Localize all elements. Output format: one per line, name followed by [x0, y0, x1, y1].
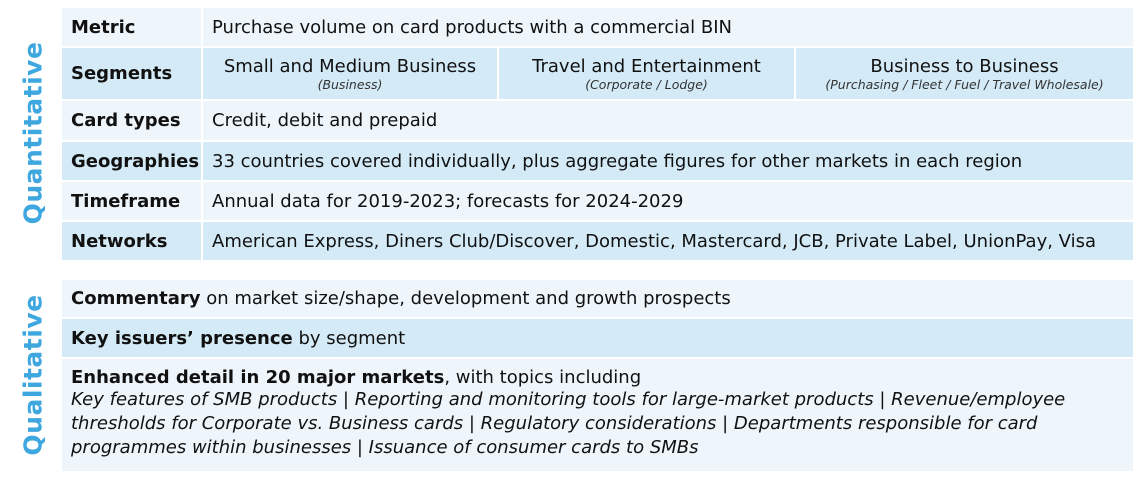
row-card-types: Card types Credit, debit and prepaid — [62, 101, 1133, 142]
row-segments: Segments Small and Medium Business (Busin… — [62, 48, 1133, 101]
section-label-qualitative: Qualitative — [18, 294, 48, 456]
segment-name: Business to Business — [870, 55, 1059, 77]
row-value: Credit, debit and prepaid — [212, 110, 438, 131]
row-value: American Express, Diners Club/Discover, … — [212, 230, 1097, 252]
text: on market size/shape, development and gr… — [200, 288, 731, 309]
segment-sub: (Purchasing / Fleet / Fuel / Travel Whol… — [825, 76, 1104, 92]
segment-sub: (Business) — [317, 76, 383, 92]
row-enhanced: Enhanced detail in 20 major markets, wit… — [62, 359, 1133, 471]
row-issuers: Key issuers’ presence by segment — [62, 319, 1133, 359]
segment-name: Small and Medium Business — [223, 55, 477, 77]
row-label: Metric — [62, 8, 203, 46]
row-value: 33 countries covered individually, plus … — [212, 150, 1023, 172]
row-metric: Metric Purchase volume on card products … — [62, 8, 1133, 48]
segment-name: Travel and Entertainment — [532, 55, 761, 77]
text: , with topics including — [444, 367, 642, 388]
row-label: Segments — [62, 48, 203, 99]
row-label: Card types — [62, 101, 203, 140]
bold-text: Commentary — [71, 288, 201, 309]
row-commentary: Commentary on market size/shape, develop… — [62, 280, 1133, 319]
section-label-quantitative: Quantitative — [18, 41, 48, 225]
row-value: Purchase volume on card products with a … — [212, 16, 732, 38]
bold-text: Key issuers’ presence — [71, 327, 293, 349]
bold-text: Enhanced detail in 20 major markets — [71, 367, 445, 388]
quantitative-table: Metric Purchase volume on card products … — [62, 8, 1133, 260]
qualitative-table: Commentary on market size/shape, develop… — [62, 280, 1133, 471]
row-networks: Networks American Express, Diners Club/D… — [62, 222, 1133, 260]
row-label: Geographies — [62, 142, 203, 180]
text: by segment — [292, 327, 406, 349]
row-label: Timeframe — [62, 182, 203, 220]
segment-cell: Business to Business (Purchasing / Fleet … — [796, 48, 1133, 99]
row-timeframe: Timeframe Annual data for 2019-2023; for… — [62, 182, 1133, 222]
row-geographies: Geographies 33 countries covered individ… — [62, 142, 1133, 182]
topics-text: Key features of SMB products | Reporting… — [71, 389, 1066, 458]
segment-cell: Small and Medium Business (Business) — [203, 48, 499, 99]
row-label: Networks — [62, 222, 203, 260]
row-value: Annual data for 2019-2023; forecasts for… — [212, 190, 684, 212]
segment-cell: Travel and Entertainment (Corporate / Lod… — [499, 48, 796, 99]
segment-sub: (Corporate / Lodge) — [585, 76, 708, 92]
